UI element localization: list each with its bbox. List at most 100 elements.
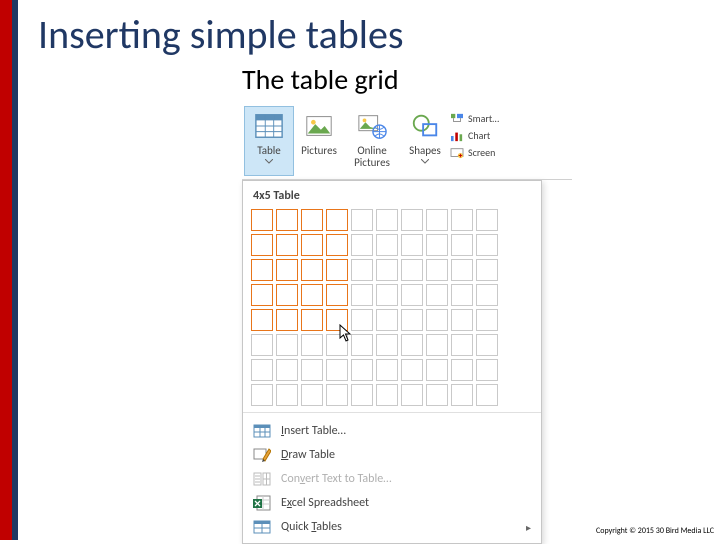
ribbon-pictures-button[interactable]: Pictures (294, 106, 344, 176)
table-grid-cell[interactable] (376, 309, 398, 331)
table-grid-cell[interactable] (251, 384, 273, 406)
table-grid-cell[interactable] (326, 284, 348, 306)
menu-item-insert-table[interactable]: Insert Table… (251, 419, 533, 443)
menu-item-quick-tables[interactable]: Quick Tables▸ (251, 515, 533, 539)
table-grid-cell[interactable] (426, 284, 448, 306)
table-grid-cell[interactable] (451, 384, 473, 406)
table-grid-cell[interactable] (301, 309, 323, 331)
table-grid-cell[interactable] (251, 334, 273, 356)
table-grid-cell[interactable] (401, 309, 423, 331)
table-grid-cell[interactable] (326, 209, 348, 231)
table-grid-cell[interactable] (476, 284, 498, 306)
table-grid-cell[interactable] (301, 334, 323, 356)
table-grid-cell[interactable] (251, 259, 273, 281)
table-grid-cell[interactable] (276, 284, 298, 306)
table-grid-cell[interactable] (426, 234, 448, 256)
menu-item-excel[interactable]: Excel Spreadsheet (251, 491, 533, 515)
table-grid-cell[interactable] (276, 359, 298, 381)
table-grid-cell[interactable] (426, 384, 448, 406)
table-grid-cell[interactable] (401, 334, 423, 356)
chevron-down-icon (265, 159, 273, 164)
table-grid-cell[interactable] (376, 284, 398, 306)
menu-item-draw-table[interactable]: Draw Table (251, 443, 533, 467)
table-grid-cell[interactable] (426, 334, 448, 356)
table-grid-cell[interactable] (301, 259, 323, 281)
table-grid-cell[interactable] (276, 234, 298, 256)
table-grid-cell[interactable] (301, 209, 323, 231)
ribbon-shapes-button[interactable]: Shapes (400, 106, 450, 176)
screenshot-icon (450, 147, 464, 159)
ribbon-table-button[interactable]: Table (244, 106, 294, 176)
table-grid-cell[interactable] (451, 309, 473, 331)
table-grid-cell[interactable] (326, 359, 348, 381)
ribbon-screenshot-button[interactable]: Screen (450, 146, 510, 159)
table-grid-cell[interactable] (401, 234, 423, 256)
table-grid-cell[interactable] (326, 259, 348, 281)
table-grid-cell[interactable] (451, 259, 473, 281)
table-grid-cell[interactable] (451, 284, 473, 306)
table-grid-cell[interactable] (301, 234, 323, 256)
table-grid-cell[interactable] (351, 284, 373, 306)
table-grid-cell[interactable] (251, 359, 273, 381)
table-grid-cell[interactable] (426, 359, 448, 381)
table-grid-cell[interactable] (276, 259, 298, 281)
table-grid-cell[interactable] (476, 384, 498, 406)
table-grid-cell[interactable] (451, 334, 473, 356)
table-grid-cell[interactable] (401, 384, 423, 406)
table-grid-cell[interactable] (426, 309, 448, 331)
table-grid-cell[interactable] (376, 334, 398, 356)
convert-icon (253, 471, 271, 487)
table-grid-cell[interactable] (276, 384, 298, 406)
table-grid-cell[interactable] (476, 259, 498, 281)
menu-item-label: Convert Text to Table… (281, 472, 392, 486)
menu-item-label: Quick Tables (281, 520, 342, 534)
table-grid-cell[interactable] (351, 334, 373, 356)
ribbon-smartart-button[interactable]: Smart… (450, 112, 510, 125)
table-grid-cell[interactable] (376, 259, 398, 281)
table-grid-cell[interactable] (376, 234, 398, 256)
table-grid-cell[interactable] (451, 359, 473, 381)
table-grid-cell[interactable] (251, 309, 273, 331)
table-grid-cell[interactable] (301, 384, 323, 406)
table-grid-cell[interactable] (351, 234, 373, 256)
table-grid-cell[interactable] (451, 234, 473, 256)
table-grid-cell[interactable] (401, 284, 423, 306)
table-grid-cell[interactable] (476, 234, 498, 256)
table-grid-selector[interactable] (251, 209, 533, 406)
table-grid-cell[interactable] (376, 359, 398, 381)
table-grid-cell[interactable] (326, 384, 348, 406)
table-grid-cell[interactable] (426, 259, 448, 281)
table-grid-cell[interactable] (326, 234, 348, 256)
table-grid-cell[interactable] (276, 309, 298, 331)
table-grid-cell[interactable] (301, 284, 323, 306)
draw-table-icon (253, 447, 271, 463)
ribbon-online-pictures-button[interactable]: Online Pictures (344, 106, 400, 176)
table-grid-cell[interactable] (276, 209, 298, 231)
table-grid-cell[interactable] (326, 309, 348, 331)
table-grid-cell[interactable] (451, 209, 473, 231)
table-grid-cell[interactable] (476, 334, 498, 356)
table-grid-cell[interactable] (401, 209, 423, 231)
table-grid-cell[interactable] (426, 209, 448, 231)
word-insert-table-panel: Table Pictures (242, 102, 572, 544)
ribbon-chart-button[interactable]: Chart (450, 129, 510, 142)
table-grid-cell[interactable] (376, 384, 398, 406)
table-grid-cell[interactable] (251, 234, 273, 256)
table-grid-cell[interactable] (351, 259, 373, 281)
table-grid-cell[interactable] (476, 359, 498, 381)
table-grid-cell[interactable] (351, 384, 373, 406)
table-grid-cell[interactable] (401, 359, 423, 381)
table-grid-cell[interactable] (251, 284, 273, 306)
table-grid-cell[interactable] (351, 309, 373, 331)
table-grid-cell[interactable] (351, 359, 373, 381)
table-grid-cell[interactable] (251, 209, 273, 231)
table-grid-cell[interactable] (326, 334, 348, 356)
table-grid-cell[interactable] (276, 334, 298, 356)
table-grid-cell[interactable] (476, 209, 498, 231)
table-grid-cell[interactable] (476, 309, 498, 331)
table-grid-cell[interactable] (351, 209, 373, 231)
table-grid-cell[interactable] (301, 359, 323, 381)
table-icon (254, 111, 284, 141)
table-grid-cell[interactable] (376, 209, 398, 231)
table-grid-cell[interactable] (401, 259, 423, 281)
